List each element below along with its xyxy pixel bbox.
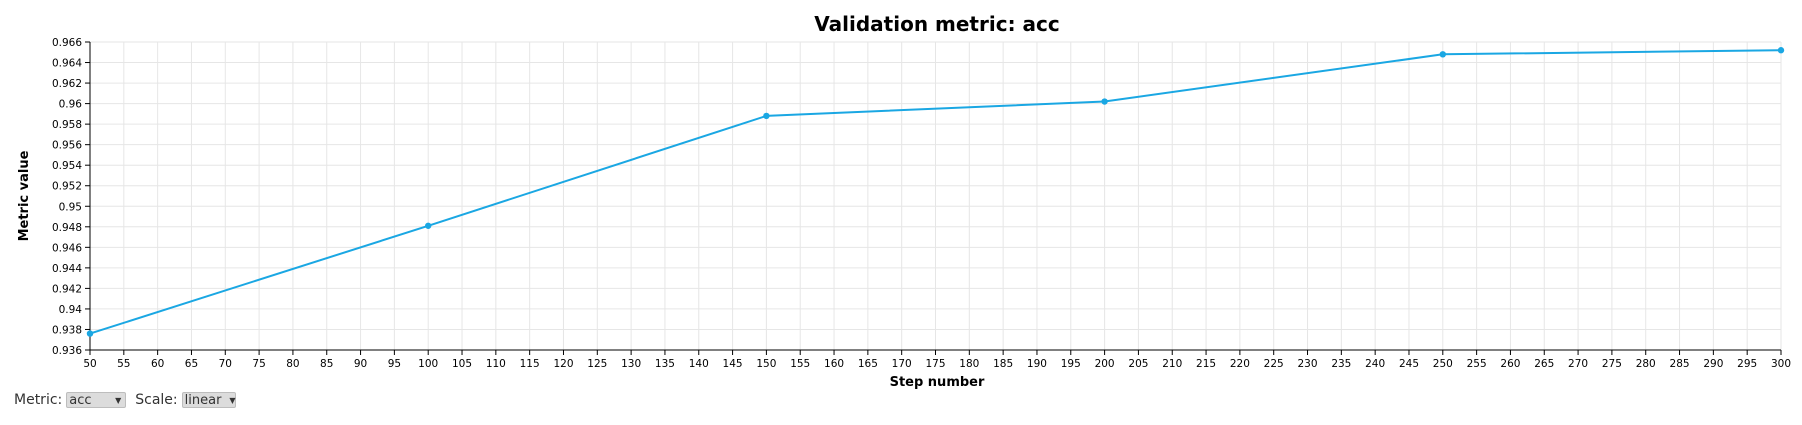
series-group <box>86 47 1785 337</box>
x-tick-label: 55 <box>117 358 130 370</box>
x-tick-label: 275 <box>1602 358 1622 370</box>
grid <box>89 41 1782 351</box>
y-tick-label: 0.958 <box>52 119 82 131</box>
x-tick-label: 200 <box>1095 358 1115 370</box>
x-tick-label: 250 <box>1433 358 1453 370</box>
scale-label: Scale: <box>135 392 178 408</box>
x-tick-label: 255 <box>1467 358 1487 370</box>
x-tick-label: 190 <box>1027 358 1047 370</box>
x-tick-label: 165 <box>858 358 878 370</box>
x-tick-label: 150 <box>756 358 776 370</box>
triangle-down-icon: ▼ <box>229 395 236 405</box>
y-tick-label: 0.946 <box>52 242 82 254</box>
scale-select-value: linear <box>184 392 222 408</box>
x-tick-label: 155 <box>790 358 810 370</box>
x-tick-label: 95 <box>388 358 401 370</box>
data-point <box>425 222 432 229</box>
x-tick-label: 70 <box>219 358 232 370</box>
metric-label: Metric: <box>14 392 63 408</box>
y-axis-label: Metric value <box>17 150 32 241</box>
x-tick-label: 300 <box>1771 358 1791 370</box>
triangle-down-icon: ▼ <box>115 395 122 405</box>
x-tick-label: 160 <box>824 358 844 370</box>
x-tick-label: 265 <box>1534 358 1554 370</box>
chart: Validation metric: acc 50 55 60 65 70 75 80 85 9… <box>17 12 1791 390</box>
x-tick-label: 145 <box>723 358 743 370</box>
x-tick-label: 290 <box>1703 358 1723 370</box>
x-tick-label: 235 <box>1331 358 1351 370</box>
x-tick-label: 60 <box>151 358 164 370</box>
y-tick-label: 0.948 <box>52 222 82 234</box>
x-tick-label: 130 <box>621 358 641 370</box>
chart-title: Validation metric: acc <box>814 12 1059 36</box>
y-tick-label: 0.938 <box>52 324 82 336</box>
x-tick-label: 230 <box>1297 358 1317 370</box>
y-tick-label: 0.966 <box>52 37 82 49</box>
x-tick-label: 220 <box>1230 358 1250 370</box>
x-tick-label: 270 <box>1568 358 1588 370</box>
y-tick-label: 0.952 <box>52 181 82 193</box>
x-tick-label: 280 <box>1636 358 1656 370</box>
y-tick-label: 0.956 <box>52 140 82 152</box>
x-tick-label: 215 <box>1196 358 1216 370</box>
y-axis-ticks: 0.936 0.938 0.94 0.942 0.944 0.946 0.948 0.95 0.… <box>52 37 90 357</box>
metric-select-value: acc <box>69 392 92 408</box>
x-tick-label: 140 <box>689 358 709 370</box>
data-point <box>1777 47 1785 54</box>
x-tick-label: 115 <box>520 358 540 370</box>
series-line <box>89 49 1782 335</box>
x-tick-label: 105 <box>452 358 472 370</box>
y-tick-label: 0.962 <box>52 78 82 90</box>
x-tick-label: 210 <box>1162 358 1182 370</box>
scale-select[interactable]: linear ▼ <box>181 392 236 408</box>
x-tick-label: 225 <box>1264 358 1284 370</box>
x-tick-label: 260 <box>1500 358 1520 370</box>
x-tick-label: 65 <box>185 358 198 370</box>
y-tick-label: 0.94 <box>59 304 83 316</box>
y-tick-label: 0.95 <box>59 201 82 213</box>
x-axis-ticks: 50 55 60 65 70 75 80 85 90 95 100 105 110 115 120 125 13… <box>83 350 1791 370</box>
y-tick-label: 0.964 <box>52 58 82 70</box>
x-tick-label: 205 <box>1128 358 1148 370</box>
x-tick-label: 50 <box>83 358 96 370</box>
x-tick-label: 125 <box>587 358 607 370</box>
x-tick-label: 120 <box>553 358 573 370</box>
x-tick-label: 185 <box>993 358 1013 370</box>
x-tick-label: 85 <box>320 358 333 370</box>
y-tick-label: 0.936 <box>52 345 82 357</box>
y-tick-label: 0.954 <box>52 160 82 172</box>
data-point <box>1439 51 1447 58</box>
data-point <box>763 112 770 120</box>
y-tick-label: 0.96 <box>59 99 83 111</box>
y-tick-label: 0.944 <box>52 263 82 275</box>
x-tick-label: 75 <box>252 358 265 370</box>
x-tick-label: 110 <box>486 358 506 370</box>
metric-select[interactable]: acc ▼ <box>66 392 127 408</box>
x-tick-label: 245 <box>1399 358 1419 370</box>
y-tick-label: 0.942 <box>52 283 82 295</box>
x-tick-label: 80 <box>286 358 299 370</box>
x-tick-label: 170 <box>892 358 912 370</box>
x-tick-label: 100 <box>418 358 438 370</box>
x-tick-label: 175 <box>925 358 945 370</box>
x-tick-label: 285 <box>1670 358 1690 370</box>
data-point <box>1101 98 1108 105</box>
chart-controls: Metric: acc ▼ Scale: linear ▼ <box>14 392 236 408</box>
x-axis-label: Step number <box>890 375 985 390</box>
x-tick-label: 195 <box>1061 358 1081 370</box>
x-tick-label: 180 <box>959 358 979 370</box>
x-tick-label: 295 <box>1737 358 1757 370</box>
x-tick-label: 135 <box>655 358 675 370</box>
x-tick-label: 90 <box>354 358 367 370</box>
x-tick-label: 240 <box>1365 358 1385 370</box>
data-point <box>86 330 94 337</box>
